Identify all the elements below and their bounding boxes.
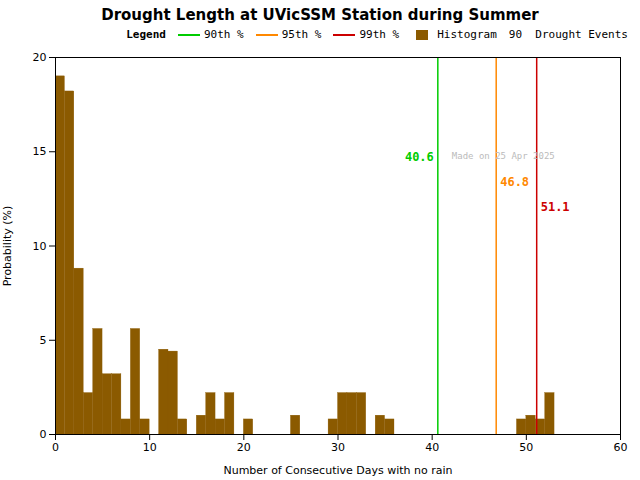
- svg-text:0: 0: [52, 441, 59, 454]
- svg-text:60: 60: [614, 441, 628, 454]
- svg-text:46.8: 46.8: [500, 175, 529, 189]
- svg-text:20: 20: [33, 51, 47, 64]
- svg-text:30: 30: [331, 441, 345, 454]
- svg-text:15: 15: [33, 145, 47, 158]
- html-text:99th %: 99th %: [359, 28, 400, 41]
- svg-text:10: 10: [33, 240, 47, 253]
- html-text:Drought Length at UVicSSM Stat: Drought Length at UVicSSM Station during…: [101, 6, 539, 24]
- svg-text:20: 20: [237, 441, 251, 454]
- html-text:90 Drought Events: 90 Drought Events: [508, 28, 628, 41]
- svg-text:50: 50: [519, 441, 533, 454]
- html-text:Histogram: Histogram: [437, 28, 497, 41]
- svg-text:10: 10: [143, 441, 157, 454]
- html-text:95th %: 95th %: [281, 28, 322, 41]
- html-text:90th %: 90th %: [203, 28, 244, 41]
- svg-text:5: 5: [40, 334, 47, 347]
- svg-text:40.6: 40.6: [405, 150, 434, 164]
- svg-text:Made on 25 Apr 2025: Made on 25 Apr 2025: [452, 151, 555, 161]
- svg-text:40: 40: [425, 441, 439, 454]
- svg-text:0: 0: [40, 428, 47, 441]
- svg-text:Probability (%): Probability (%): [1, 206, 14, 287]
- html-text:Legend: Legend: [126, 28, 166, 41]
- svg-text:Number of Consecutive Days wit: Number of Consecutive Days with no rain: [223, 464, 452, 477]
- svg-text:51.1: 51.1: [541, 200, 570, 214]
